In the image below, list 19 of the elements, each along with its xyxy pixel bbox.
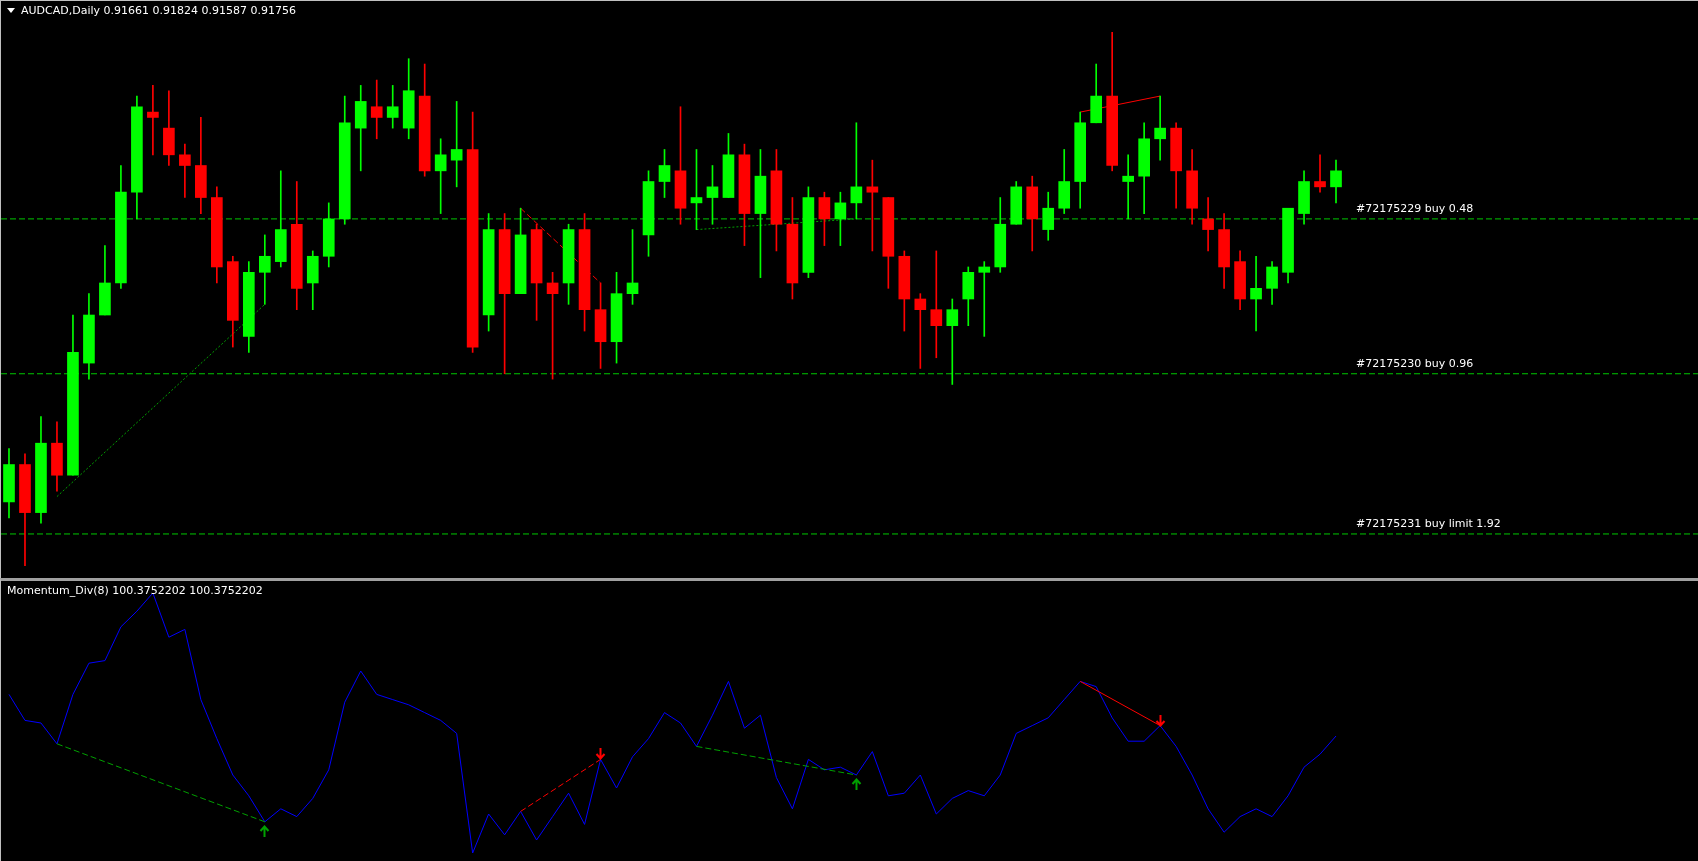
candlestick: [179, 143, 191, 198]
ref-line-label: #72175230 buy 0.96: [1356, 357, 1474, 371]
candlestick: [930, 250, 943, 359]
candlestick: [978, 261, 991, 337]
candlestick: [258, 234, 271, 305]
candlestick: [1202, 197, 1214, 252]
candlestick: [147, 85, 159, 156]
candlestick: [946, 298, 959, 385]
chart-title: Momentum_Div(8) 100.3752202 100.3752202: [7, 584, 263, 597]
candlestick: [1250, 255, 1262, 332]
candlestick: [434, 138, 447, 214]
ref-line-label: #72175229 buy 0.48: [1356, 202, 1474, 216]
candlestick: [1154, 95, 1166, 161]
candlestick: [370, 79, 383, 140]
candlestick: [1314, 154, 1326, 193]
ref-line-label: #72175231 buy limit 1.92: [1356, 517, 1501, 531]
candlestick: [1122, 154, 1134, 220]
candlestick: [914, 293, 927, 369]
chart-title: AUDCAD,Daily 0.91661 0.91824 0.91587 0.91756: [21, 4, 296, 17]
